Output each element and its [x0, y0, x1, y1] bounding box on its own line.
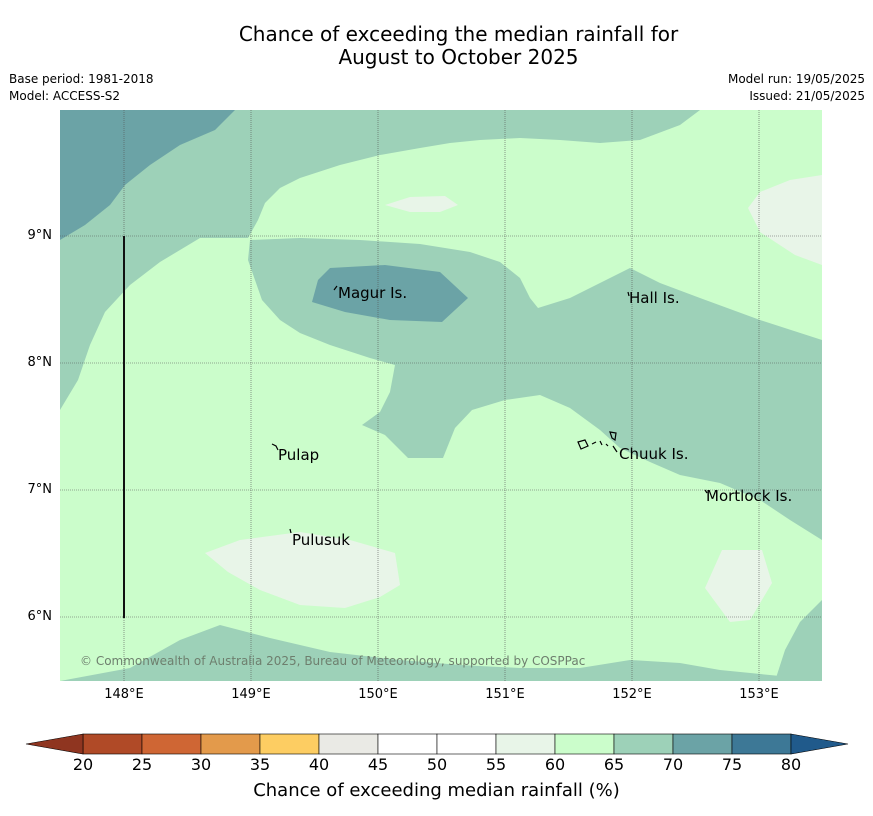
contour-55-60-east	[748, 175, 822, 265]
colorbar-segment	[613, 733, 674, 755]
colorbar-segment	[259, 733, 320, 755]
colorbar-segment	[200, 733, 261, 755]
lon-label-149e: 149°E	[231, 687, 271, 702]
colorbar-segment	[141, 733, 202, 755]
lon-label-148e: 148°E	[104, 687, 144, 702]
colorbar-segment	[672, 733, 733, 755]
contour-70-75-northwest	[60, 110, 235, 240]
colorbar-segment	[731, 733, 792, 755]
colorbar-label-55: 55	[485, 755, 507, 774]
model-run-text: Model run: 19/05/2025	[727, 72, 865, 86]
place-label-hall: Hall Is.	[629, 289, 680, 307]
chuuk-island-shape	[577, 431, 618, 453]
colorbar-over-arrow	[790, 733, 849, 755]
place-label-mortlock: Mortlock Is.	[706, 487, 792, 505]
colorbar-label-30: 30	[190, 755, 212, 774]
colorbar-segment	[82, 733, 143, 755]
colorbar-title: Chance of exceeding median rainfall (%)	[253, 780, 620, 801]
lat-label-9n: 9°N	[27, 228, 53, 243]
lat-label-8n: 8°N	[27, 355, 53, 370]
island-shapes	[271, 285, 708, 534]
lon-label-151e: 151°E	[485, 687, 525, 702]
lat-label-6n: 6°N	[27, 609, 53, 624]
chart-title-line1: Chance of exceeding the median rainfall …	[238, 22, 679, 46]
hall-island-shape	[627, 291, 630, 297]
colorbar	[25, 733, 849, 755]
base-period-text: Base period: 1981-2018	[9, 72, 154, 86]
meta-right: Model run: 19/05/2025 Issued: 21/05/2025	[728, 71, 865, 105]
colorbar-label-80: 80	[780, 755, 802, 774]
lon-label-153e: 153°E	[739, 687, 779, 702]
contour-55-60-pulusuk	[205, 532, 400, 608]
colorbar-label-70: 70	[662, 755, 684, 774]
place-label-chuuk: Chuuk Is.	[619, 445, 688, 463]
lat-label-7n: 7°N	[27, 482, 53, 497]
magur-island-shape	[333, 285, 338, 291]
place-label-pulap: Pulap	[278, 446, 319, 464]
contour-65-70-southeast	[775, 600, 822, 681]
colorbar-label-75: 75	[721, 755, 743, 774]
colorbar-segment	[554, 733, 615, 755]
colorbar-label-60: 60	[544, 755, 566, 774]
contour-70-75-magur	[312, 265, 468, 322]
contour-55-60-southeast	[705, 550, 772, 622]
colorbar-under-arrow	[25, 733, 84, 755]
contour-55-60-north	[385, 196, 458, 212]
issued-text: Issued: 21/05/2025	[749, 89, 865, 103]
model-text: Model: ACCESS-S2	[9, 89, 121, 103]
colorbar-label-65: 65	[603, 755, 625, 774]
colorbar-segment	[377, 733, 438, 755]
lon-label-152e: 152°E	[612, 687, 652, 702]
colorbar-label-35: 35	[249, 755, 271, 774]
pulusuk-island-shape	[289, 528, 292, 534]
colorbar-label-40: 40	[308, 755, 330, 774]
meta-left: Base period: 1981-2018 Model: ACCESS-S2	[9, 71, 154, 105]
colorbar-segment	[495, 733, 556, 755]
contour-65-70-north	[60, 110, 700, 410]
pulap-island-shape	[271, 443, 279, 451]
place-label-pulusuk: Pulusuk	[292, 531, 350, 549]
contour-fills	[60, 110, 822, 681]
chart-title-line2: August to October 2025	[338, 45, 579, 69]
colorbar-label-20: 20	[72, 755, 94, 774]
colorbar-segment	[436, 733, 497, 755]
colorbar-label-50: 50	[426, 755, 448, 774]
graticule	[60, 110, 822, 681]
copyright-text: © Commonwealth of Australia 2025, Bureau…	[80, 654, 585, 668]
lon-label-150e: 150°E	[358, 687, 398, 702]
colorbar-label-45: 45	[367, 755, 389, 774]
mortlock-island-shape	[704, 489, 708, 494]
contour-65-70-south	[60, 625, 822, 681]
place-label-magur: Magur Is.	[338, 284, 407, 302]
colorbar-label-25: 25	[131, 755, 153, 774]
colorbar-segment	[318, 733, 379, 755]
